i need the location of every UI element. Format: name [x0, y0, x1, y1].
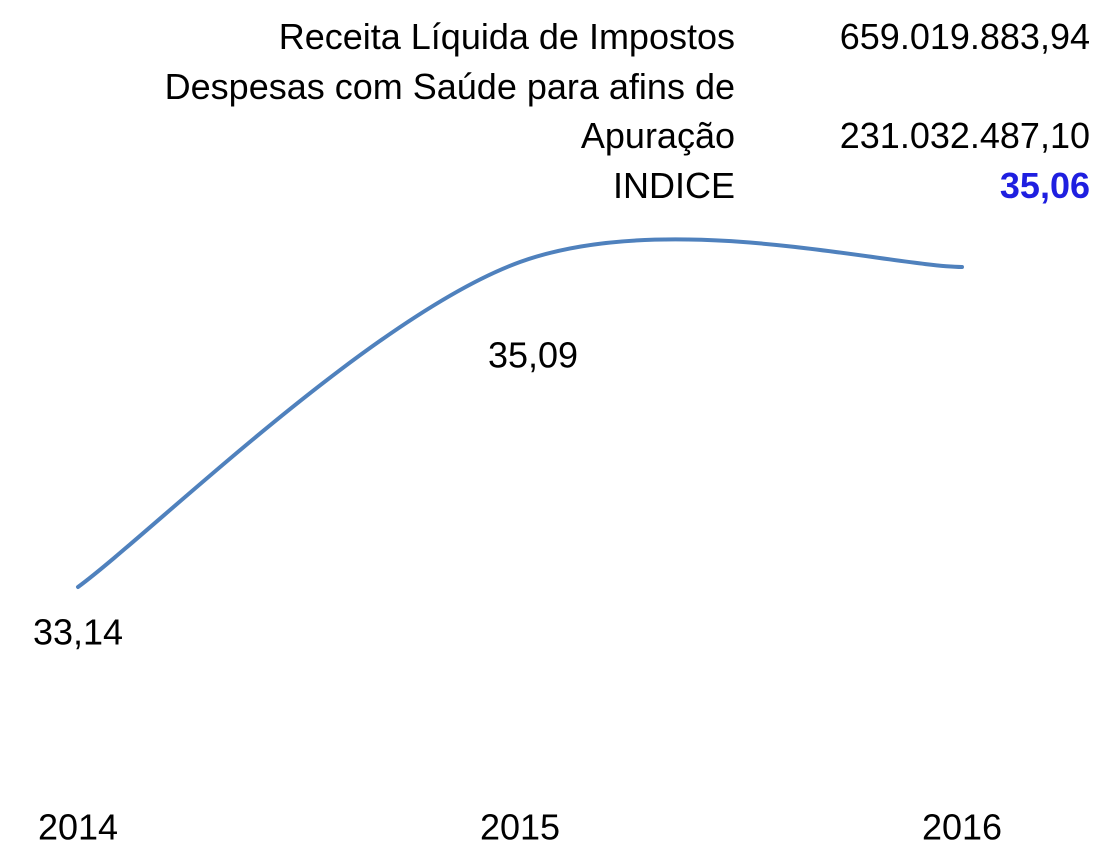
- row-value: 659.019.883,94: [839, 16, 1090, 57]
- row-label: Despesas com Saúde para afins de Apuraçã…: [164, 66, 735, 156]
- line: [76, 237, 964, 589]
- x-tick-label: 2016: [922, 807, 1002, 846]
- data-label: 33,14: [33, 612, 123, 653]
- x-tick-label: 2014: [38, 807, 118, 846]
- row-value: 35,06: [999, 165, 1090, 206]
- row-label: INDICE: [612, 165, 735, 206]
- x-tick-label: 2015: [480, 807, 560, 846]
- data-label: 35,09: [488, 335, 578, 376]
- row-label: Receita Líquida de Impostos: [278, 16, 735, 57]
- row-value: 231.032.487,10: [839, 115, 1090, 156]
